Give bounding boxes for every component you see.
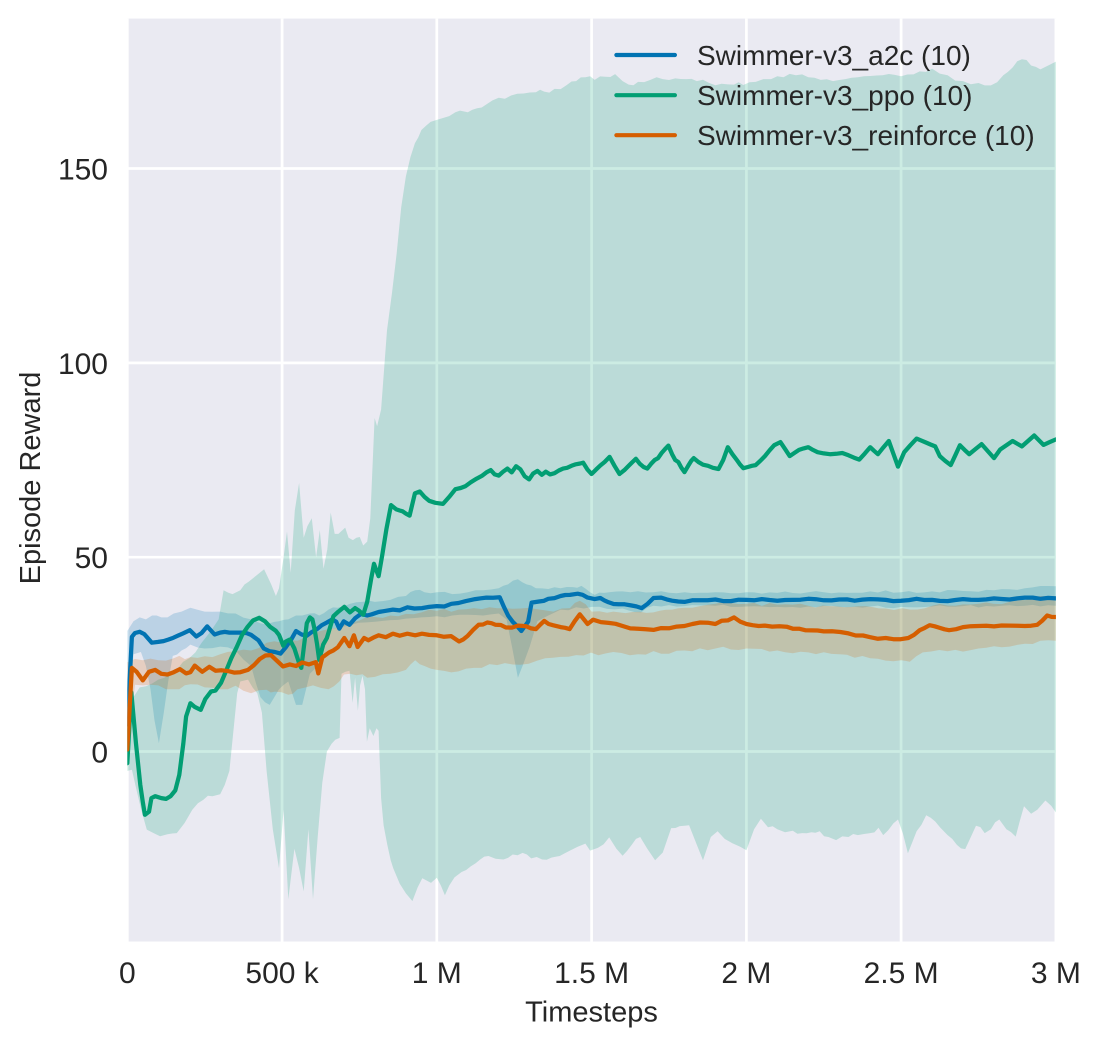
svg-text:500 k: 500 k xyxy=(245,957,319,990)
svg-text:Episode Reward: Episode Reward xyxy=(15,372,47,585)
svg-text:150: 150 xyxy=(58,154,108,187)
svg-text:Swimmer-v3_a2c (10): Swimmer-v3_a2c (10) xyxy=(697,40,971,71)
svg-text:1 M: 1 M xyxy=(412,957,462,990)
svg-text:0: 0 xyxy=(91,737,108,770)
svg-text:0: 0 xyxy=(119,957,136,990)
svg-text:Timesteps: Timesteps xyxy=(525,997,658,1029)
svg-text:Swimmer-v3_ppo (10): Swimmer-v3_ppo (10) xyxy=(697,80,972,111)
svg-text:3 M: 3 M xyxy=(1031,957,1081,990)
svg-text:Swimmer-v3_reinforce (10): Swimmer-v3_reinforce (10) xyxy=(697,120,1035,151)
svg-text:2 M: 2 M xyxy=(721,957,771,990)
svg-text:100: 100 xyxy=(58,348,108,381)
svg-text:50: 50 xyxy=(75,542,108,575)
svg-text:1.5 M: 1.5 M xyxy=(554,957,629,990)
svg-text:2.5 M: 2.5 M xyxy=(864,957,939,990)
